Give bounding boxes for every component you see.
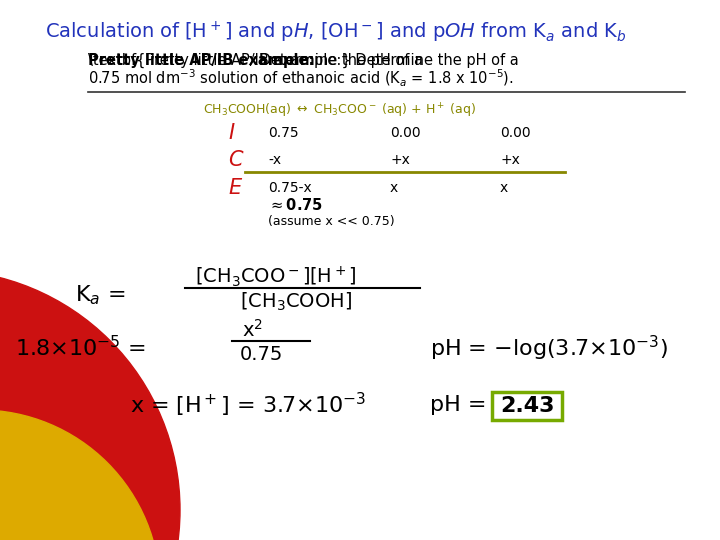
Text: CH$_3$COOH(aq) $\leftrightarrow$ CH$_3$COO$^-$ (aq) + H$^+$ (aq): CH$_3$COOH(aq) $\leftrightarrow$ CH$_3$C… xyxy=(204,102,477,120)
Text: Pretty little AP/IB example:: Pretty little AP/IB example: xyxy=(88,52,315,68)
Text: K$_a$ =: K$_a$ = xyxy=(75,283,125,307)
Circle shape xyxy=(0,270,180,540)
Text: 0.75 mol dm$^{-3}$ solution of ethanoic acid (K$_a$ = 1.8 x 10$^{-5}$).: 0.75 mol dm$^{-3}$ solution of ethanoic … xyxy=(88,68,514,89)
Text: 1.8$\times$10$^{-5}$ =: 1.8$\times$10$^{-5}$ = xyxy=(15,335,146,361)
Text: 0.75-x: 0.75-x xyxy=(268,181,312,195)
Text: x: x xyxy=(390,181,398,195)
Text: (assume x << 0.75): (assume x << 0.75) xyxy=(268,215,395,228)
Text: 2.43: 2.43 xyxy=(500,396,554,416)
Text: x$^2$: x$^2$ xyxy=(242,319,263,341)
Text: 0.75: 0.75 xyxy=(268,126,299,140)
Text: \textbf{Pretty little AP/IB example:} Determine the pH of a: \textbf{Pretty little AP/IB example:} De… xyxy=(88,52,518,68)
Text: pH = $-$log(3.7$\times$10$^{-3}$): pH = $-$log(3.7$\times$10$^{-3}$) xyxy=(430,333,668,362)
Text: [CH$_3$COO$^-$][H$^+$]: [CH$_3$COO$^-$][H$^+$] xyxy=(195,265,356,289)
Text: Calculation of [H$^+$] and p$\it{H}$, [OH$^-$] and p$\it{OH}$ from K$_a$ and K$_: Calculation of [H$^+$] and p$\it{H}$, [O… xyxy=(45,19,626,45)
Text: pH =: pH = xyxy=(430,395,494,415)
Text: Determine the pH of a: Determine the pH of a xyxy=(255,52,423,68)
Text: -x: -x xyxy=(268,153,281,167)
Text: x = [H$^+$] = 3.7$\times$10$^{-3}$: x = [H$^+$] = 3.7$\times$10$^{-3}$ xyxy=(130,391,366,419)
Text: +x: +x xyxy=(390,153,410,167)
Text: I: I xyxy=(228,123,234,143)
Text: C: C xyxy=(228,150,243,170)
Text: +x: +x xyxy=(500,153,520,167)
Circle shape xyxy=(0,410,160,540)
Text: E: E xyxy=(228,178,241,198)
Bar xyxy=(492,392,562,420)
Text: 0.00: 0.00 xyxy=(390,126,420,140)
Text: [CH$_3$COOH]: [CH$_3$COOH] xyxy=(240,291,352,313)
Text: 0.75: 0.75 xyxy=(240,345,284,363)
Text: x: x xyxy=(500,181,508,195)
Text: 0.00: 0.00 xyxy=(500,126,531,140)
Text: $\approx$0.75: $\approx$0.75 xyxy=(268,197,323,213)
